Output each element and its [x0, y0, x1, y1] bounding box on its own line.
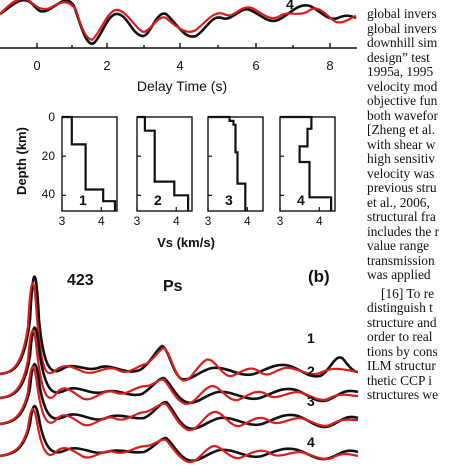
models-y-tick-label: 0 — [48, 110, 55, 124]
top-trace-label: 4 — [286, 0, 294, 12]
bottom-panel: (b) 423 Ps 1 2 3 4 — [0, 267, 359, 464]
top-x-tick-label: 6 — [252, 58, 259, 73]
trace-4-observed — [0, 408, 359, 464]
vs-tick-label: 3 — [277, 214, 284, 228]
text-line: velocity mod — [367, 78, 438, 94]
trace-2-synthetic — [0, 326, 359, 405]
top-x-tick-label: 0 — [33, 58, 40, 73]
text-line: global invers — [367, 20, 437, 36]
trace-3-observed — [0, 365, 359, 432]
vs-tick-label: 3 — [205, 214, 212, 228]
top-x-tick-label: 4 — [176, 58, 183, 73]
panel-label-b: (b) — [308, 267, 330, 286]
vs-tick-label: 4 — [98, 214, 105, 228]
text-line: was applied — [367, 267, 431, 282]
velocity-profile-line — [62, 115, 117, 211]
velocity-profile-line — [208, 115, 247, 211]
velocity-profile-line — [280, 115, 333, 211]
text-line: high sensitiv — [367, 151, 436, 166]
text-line: structural fra — [367, 209, 436, 224]
model-panel-label: 2 — [154, 192, 162, 208]
text-line: 1995a, 1995 — [367, 64, 434, 79]
top-x-axis-label: Delay Time (s) — [137, 78, 227, 94]
model-panel-label: 3 — [225, 192, 233, 208]
trace-label-3: 3 — [307, 393, 315, 409]
top-x-tick-label: 2 — [103, 58, 110, 73]
vs-tick-label: 4 — [173, 214, 180, 228]
text-line: downhill sim — [367, 35, 438, 50]
model-panel-frame — [136, 116, 193, 212]
text-line: structure and — [367, 314, 437, 330]
vs-tick-label: 4 — [244, 214, 251, 228]
text-line: both wavefor — [367, 107, 439, 123]
station-label: 423 — [67, 272, 94, 289]
velocity-models: Depth (km) 0 20 40 Vs (km/s) 13 423 433 443… — [14, 110, 336, 250]
models-x-axis-label: Vs (km/s) — [157, 235, 215, 250]
text-line: ILM structur — [367, 358, 436, 373]
text-line: value range — [367, 238, 430, 253]
vs-tick-label: 3 — [59, 214, 66, 228]
text-line: order to real — [367, 329, 433, 344]
top-observed-trace — [0, 0, 357, 42]
models-y-tick-label: 40 — [42, 187, 56, 201]
text-line: et al., 2006, — [367, 194, 430, 210]
models-y-tick-label: 20 — [42, 149, 56, 163]
text-line: structures we — [367, 387, 439, 402]
model-panel-1: 13 4 — [59, 115, 118, 228]
phase-label-ps: Ps — [163, 278, 183, 295]
text-line: objective fun — [367, 93, 438, 108]
text-line: velocity was — [367, 165, 435, 181]
top-x-ticks — [36, 43, 331, 48]
text-line: distinguish t — [367, 300, 433, 315]
text-line: design” test — [367, 49, 430, 65]
text-line: includes the r — [367, 223, 440, 239]
text-line: previous stru — [367, 180, 437, 195]
trace-2-observed — [0, 329, 359, 406]
text-line: transmission — [367, 252, 435, 268]
trace-1-observed — [0, 281, 359, 382]
vs-tick-label: 4 — [316, 214, 323, 228]
model-panel-4: 43 4 — [277, 115, 336, 228]
model-panel-3: 33 4 — [205, 115, 264, 228]
models-y-axis-label: Depth (km) — [14, 127, 29, 195]
text-line: global invers — [367, 6, 437, 21]
text-line: tions by cons — [367, 343, 438, 359]
trace-label-1: 1 — [307, 330, 315, 346]
model-panel-label: 1 — [79, 192, 87, 208]
text-line: [16] To re — [381, 285, 435, 301]
trace-label-2: 2 — [307, 363, 315, 379]
trace-4-synthetic — [0, 404, 359, 463]
vs-tick-label: 3 — [134, 214, 141, 228]
velocity-profile-line — [137, 115, 190, 211]
trace-label-4: 4 — [307, 434, 315, 450]
top-panel: 4 0 2 4 6 8 Delay Time (s) — [0, 0, 357, 94]
top-x-tick-label: 8 — [326, 58, 333, 73]
model-panel-frame — [207, 116, 264, 212]
text-line: [Zheng et al. — [367, 122, 436, 137]
model-panel-2: 23 4 — [134, 115, 193, 228]
model-panel-frame — [61, 116, 118, 212]
trace-3-synthetic — [0, 362, 359, 431]
text-line: thetic CCP i — [367, 372, 432, 388]
text-line: with shear w — [367, 136, 436, 152]
model-panel-label: 4 — [297, 192, 305, 208]
